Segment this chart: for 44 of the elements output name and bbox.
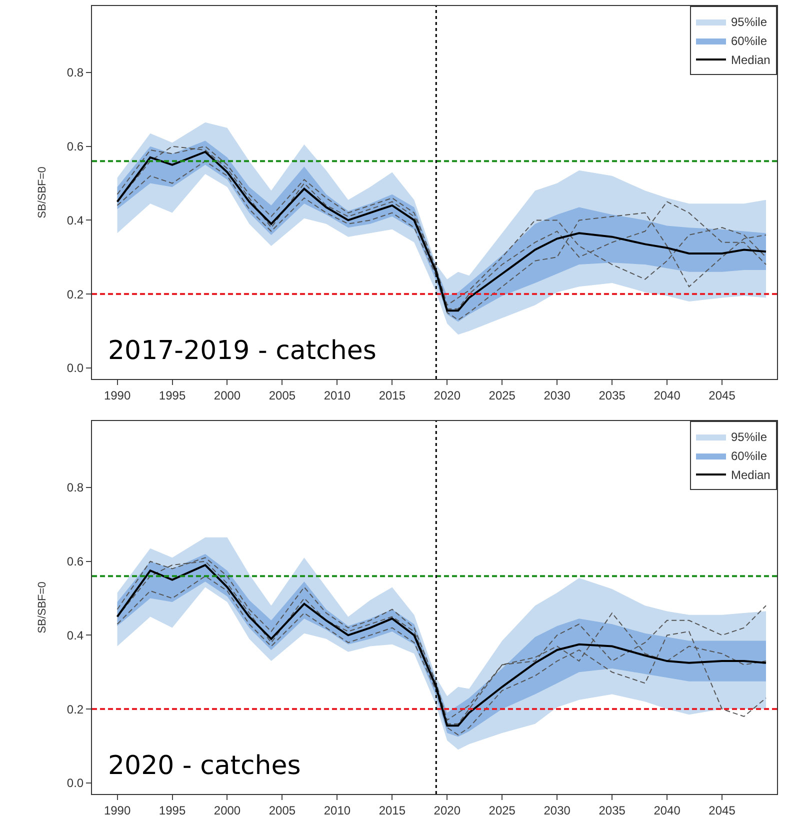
annotation: 2020 - catches xyxy=(108,751,301,781)
x-tick-label: 2040 xyxy=(654,388,681,402)
x-tick-label: 2020 xyxy=(434,388,461,402)
x-tick-label: 2045 xyxy=(708,803,736,818)
x-tick-label: 2015 xyxy=(378,803,406,818)
x-tick-label: 2000 xyxy=(214,388,241,402)
x-tick-label: 2025 xyxy=(488,803,516,818)
legend-label: Median xyxy=(731,468,770,482)
legend-label: 95%ile xyxy=(731,15,768,30)
x-tick-label: 2010 xyxy=(324,388,351,402)
x-tick-label: 2040 xyxy=(654,803,681,818)
y-tick-label: 0.4 xyxy=(66,213,84,228)
x-tick-label: 2020 xyxy=(434,803,461,818)
x-tick-label: 2010 xyxy=(324,803,351,818)
y-tick-label: 0.2 xyxy=(66,287,84,302)
x-tick-label: 2005 xyxy=(268,803,296,818)
x-tick-label: 1995 xyxy=(158,388,186,402)
x-tick-label: 2035 xyxy=(598,388,626,402)
y-tick-label: 0.8 xyxy=(66,66,84,80)
x-tick-label: 2005 xyxy=(268,388,296,402)
annotation: 2017-2019 - catches xyxy=(108,336,376,366)
legend-label: 95%ile xyxy=(731,430,768,444)
x-tick-label: 2045 xyxy=(708,388,736,402)
x-tick-label: 2015 xyxy=(378,388,406,402)
y-tick-label: 0.0 xyxy=(66,361,84,376)
legend-label: 60%ile xyxy=(731,449,768,464)
y-tick-label: 0.6 xyxy=(66,140,84,154)
x-tick-label: 1995 xyxy=(158,803,186,818)
x-tick-label: 2030 xyxy=(544,803,571,818)
y-tick-label: 0.6 xyxy=(66,554,84,569)
y-tick-label: 0.8 xyxy=(66,480,84,495)
y-tick-label: 0.0 xyxy=(66,776,84,790)
y-axis-title: SB/SBF=0 xyxy=(36,166,49,218)
x-tick-label: 2035 xyxy=(598,803,626,818)
y-axis-title: SB/SBF=0 xyxy=(36,582,49,634)
legend-label: 60%ile xyxy=(731,34,768,48)
legend-label: Median xyxy=(731,53,770,68)
x-tick-label: 1990 xyxy=(104,803,131,818)
x-tick-label: 1990 xyxy=(104,388,131,402)
y-tick-label: 0.4 xyxy=(66,628,84,642)
x-tick-label: 2025 xyxy=(488,388,516,402)
y-tick-label: 0.2 xyxy=(66,702,84,716)
x-tick-label: 2030 xyxy=(544,388,571,402)
x-tick-label: 2000 xyxy=(214,803,241,818)
